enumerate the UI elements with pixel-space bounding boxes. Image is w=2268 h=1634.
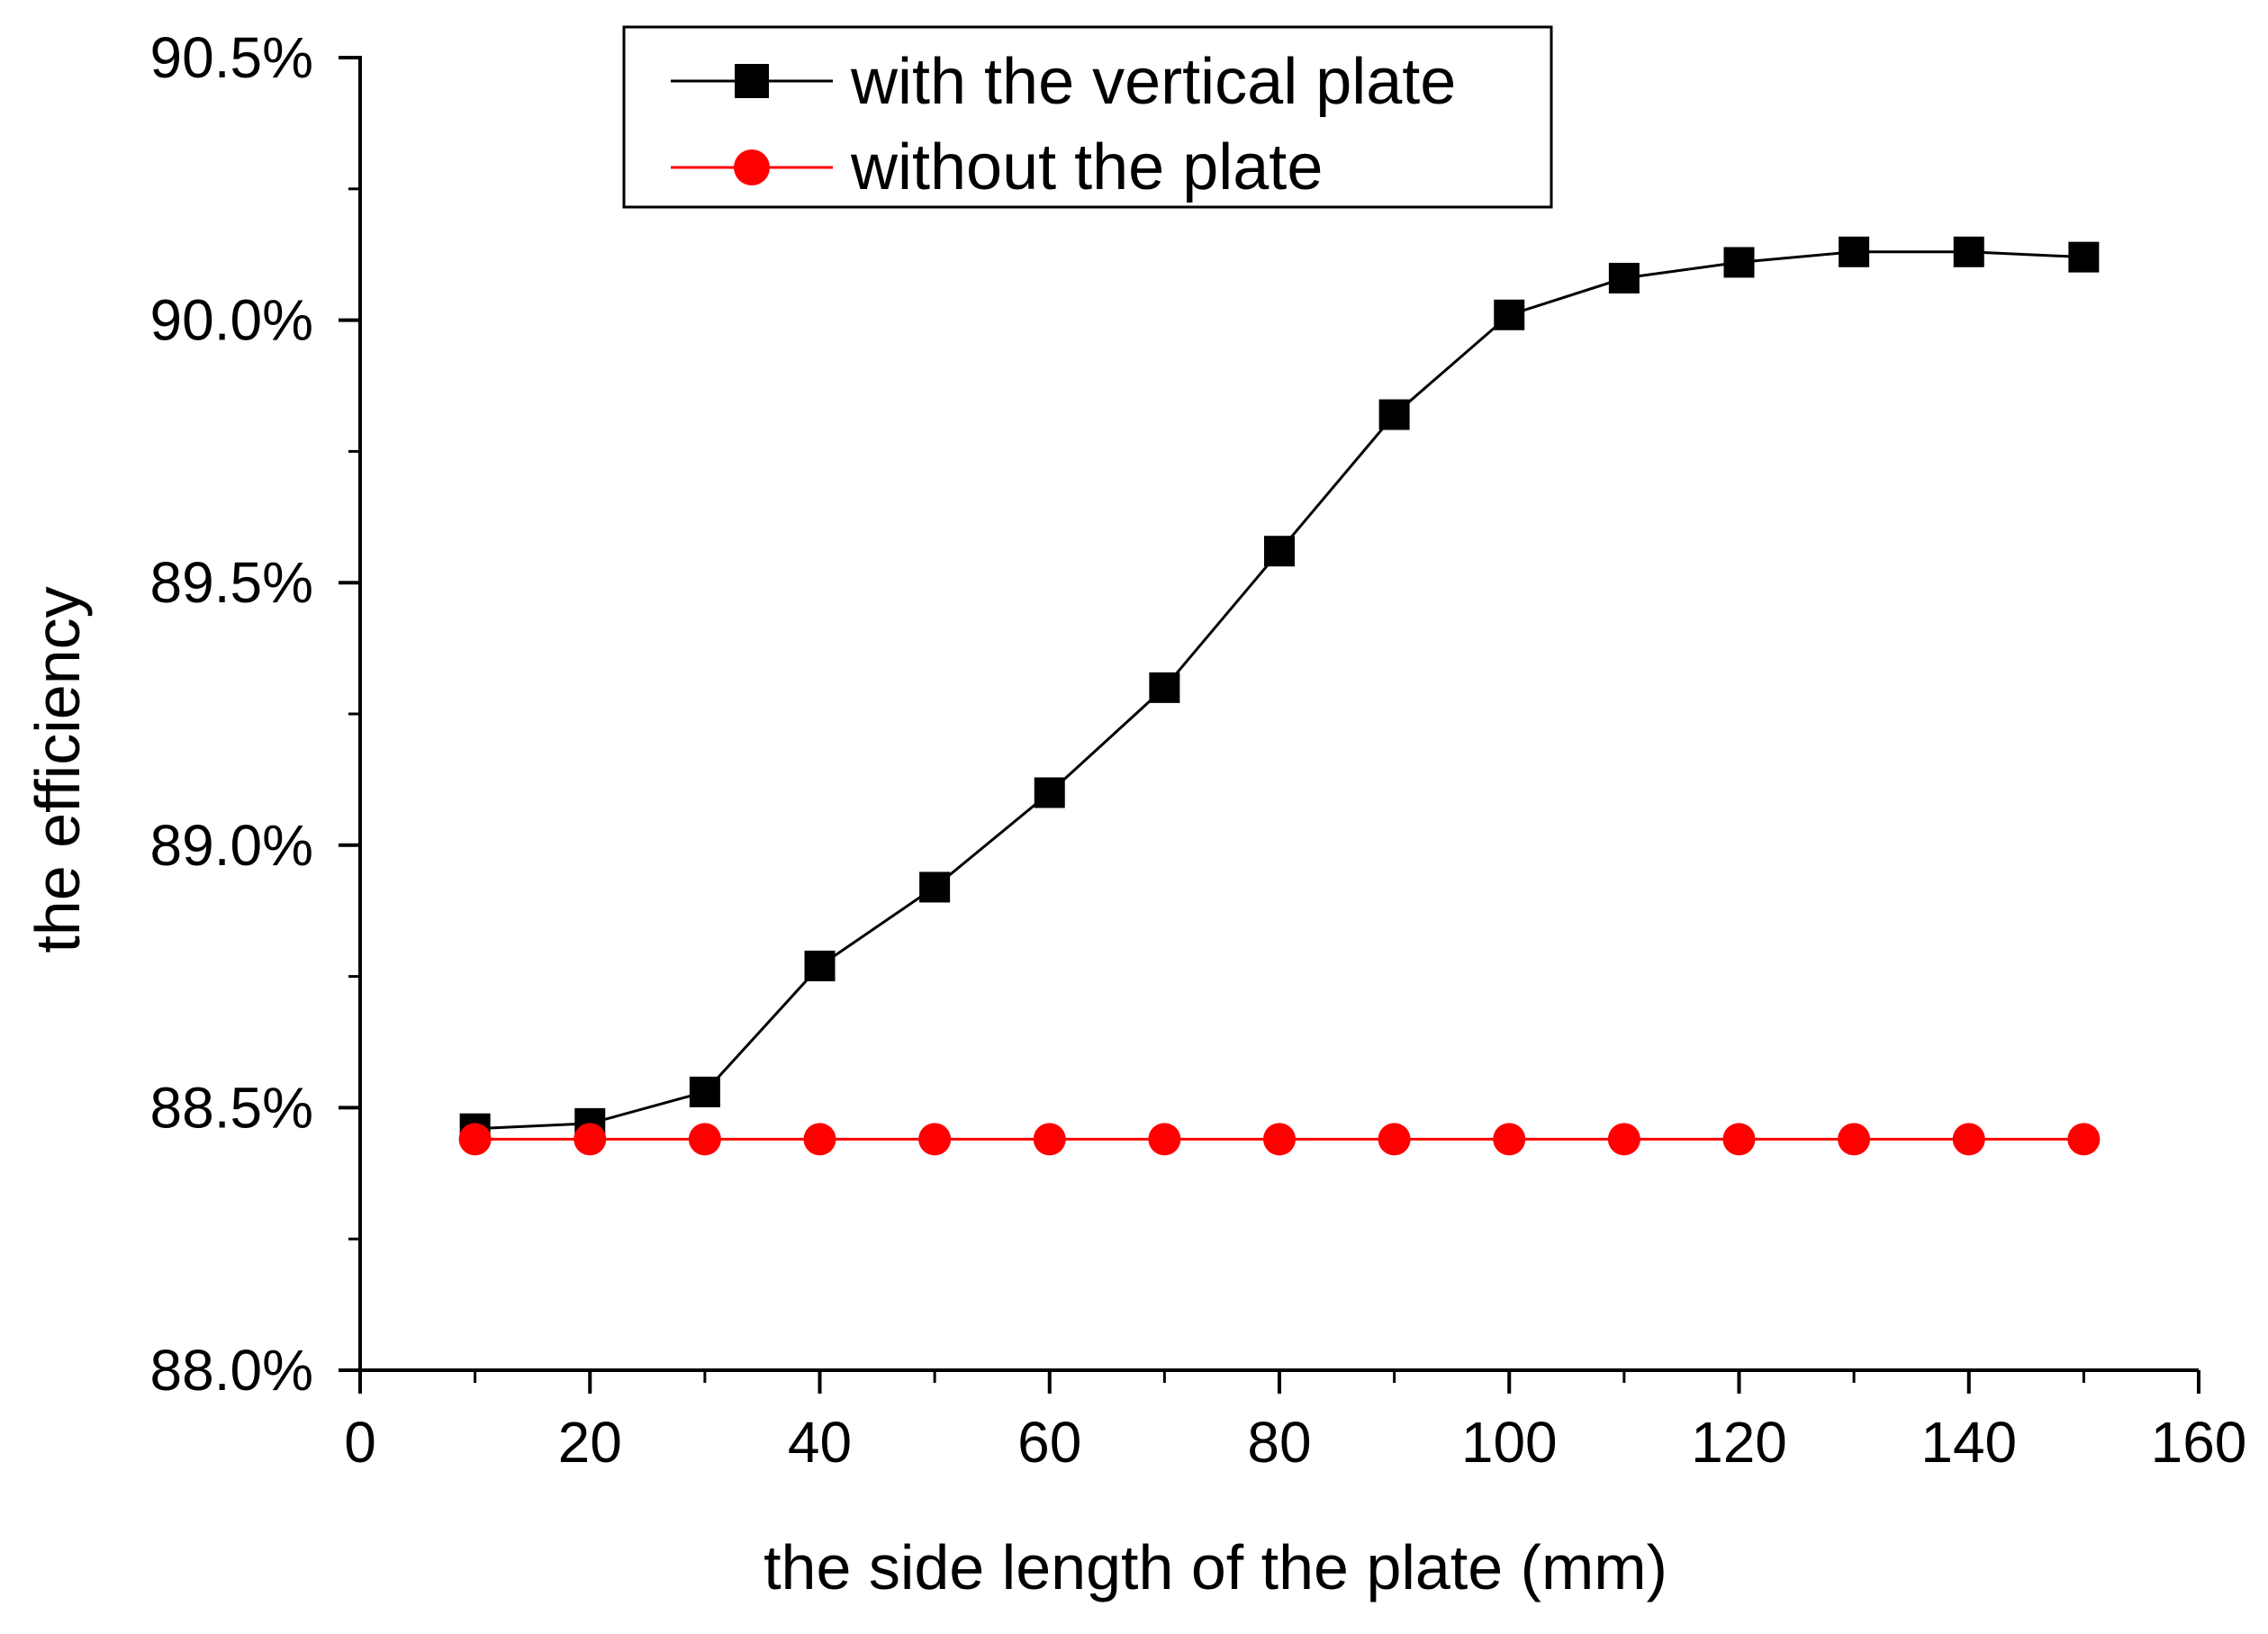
x-tick-label: 20 bbox=[558, 1410, 622, 1475]
y-tick-label: 90.0% bbox=[150, 288, 313, 353]
x-tick-label: 0 bbox=[344, 1410, 376, 1475]
data-point-square bbox=[1723, 247, 1755, 278]
data-point-circle bbox=[1263, 1123, 1296, 1156]
data-point-circle bbox=[803, 1123, 836, 1156]
y-tick-label: 88.5% bbox=[150, 1075, 313, 1140]
x-tick-label: 100 bbox=[1461, 1410, 1558, 1475]
data-point-circle bbox=[1607, 1123, 1640, 1156]
data-point-circle bbox=[1378, 1123, 1411, 1156]
legend: with the vertical plate without the plat… bbox=[622, 25, 1553, 209]
series-group bbox=[458, 236, 2101, 1156]
y-axis-title: the efficiency bbox=[23, 586, 93, 952]
data-point-square bbox=[804, 950, 836, 981]
data-point-circle bbox=[1033, 1123, 1066, 1156]
x-tick-label: 40 bbox=[788, 1410, 852, 1475]
data-point-circle bbox=[918, 1123, 952, 1156]
x-tick-label: 60 bbox=[1017, 1410, 1081, 1475]
x-axis-title: the side length of the plate (mm) bbox=[764, 1532, 1667, 1602]
legend-marker-circle bbox=[734, 149, 770, 185]
axes: 0 20 40 60 80 100 120 140 160 88.0% 88.5% 89.0% 89.5… bbox=[150, 25, 2247, 1475]
data-point-circle bbox=[688, 1123, 721, 1156]
data-point-square bbox=[689, 1076, 720, 1107]
series-without-plate bbox=[458, 1123, 2101, 1156]
series-with-vertical-plate bbox=[459, 236, 2100, 1144]
data-point-circle bbox=[1952, 1123, 1985, 1156]
data-point-square bbox=[1953, 236, 1984, 267]
y-tick-label: 90.5% bbox=[150, 25, 313, 90]
x-tick-label: 80 bbox=[1247, 1410, 1311, 1475]
data-point-circle bbox=[1722, 1123, 1756, 1156]
data-point-circle bbox=[1493, 1123, 1526, 1156]
data-point-square bbox=[1378, 399, 1410, 430]
data-point-square bbox=[2068, 241, 2100, 273]
x-tick-label: 140 bbox=[1920, 1410, 2017, 1475]
legend-marker-square bbox=[735, 64, 769, 98]
y-tick-label: 88.0% bbox=[150, 1338, 313, 1403]
data-point-square bbox=[1608, 262, 1640, 293]
legend-frame bbox=[622, 25, 1553, 209]
data-point-circle bbox=[458, 1123, 492, 1156]
data-point-square bbox=[1034, 777, 1065, 808]
data-point-circle bbox=[574, 1123, 607, 1156]
legend-label-with-plate: with the vertical plate bbox=[850, 46, 1456, 118]
x-tick-label: 160 bbox=[2151, 1410, 2247, 1475]
x-tick-label: 120 bbox=[1691, 1410, 1787, 1475]
data-point-square bbox=[1839, 236, 1870, 267]
data-point-circle bbox=[1838, 1123, 1871, 1156]
y-tick-label: 89.5% bbox=[150, 550, 313, 615]
data-point-square bbox=[1494, 299, 1525, 330]
legend-label-without-plate: without the plate bbox=[850, 131, 1323, 203]
data-point-square bbox=[1149, 672, 1180, 703]
data-point-circle bbox=[2067, 1123, 2101, 1156]
y-tick-label: 89.0% bbox=[150, 813, 313, 878]
data-point-square bbox=[919, 871, 951, 903]
data-point-circle bbox=[1148, 1123, 1181, 1156]
data-point-square bbox=[1264, 536, 1295, 567]
